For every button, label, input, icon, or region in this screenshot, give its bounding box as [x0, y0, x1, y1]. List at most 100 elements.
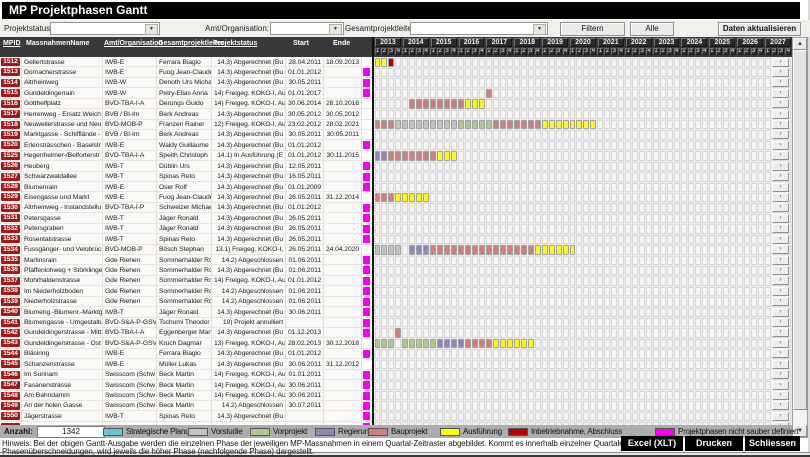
gantt-quarter-cell — [646, 88, 653, 99]
gantt-year-group — [653, 318, 681, 328]
row-detail-button[interactable]: › — [772, 286, 789, 296]
row-detail-button[interactable]: › — [772, 380, 789, 390]
chevron-down-icon[interactable]: ▼ — [329, 24, 342, 35]
phase-undefined-marker — [363, 276, 370, 285]
column-header-name[interactable]: MassnahmenName — [26, 40, 90, 47]
gantt-quarter-cell — [506, 57, 513, 67]
row-detail-button[interactable]: › — [772, 401, 789, 411]
gantt-quarter-cell — [764, 359, 771, 370]
gantt-quarter-cell — [653, 172, 660, 182]
gantt-quarter-cell — [736, 109, 743, 120]
gantt-quarter-cell — [708, 422, 715, 425]
gantt-quarter-cell — [757, 297, 764, 307]
table-row: 1549 An der holen Gasse Swisscom (Schw Beck… — [0, 400, 792, 412]
row-detail-button[interactable]: › — [772, 422, 789, 425]
gantt-quarter-cell — [416, 130, 423, 140]
row-detail-button[interactable]: › — [772, 109, 789, 119]
gantt-quarter-cell — [618, 88, 625, 99]
row-detail-button[interactable]: › — [772, 99, 789, 109]
row-detail-button[interactable]: › — [772, 203, 789, 213]
gantt-quarter-cell — [715, 349, 722, 359]
row-detail-button[interactable]: › — [772, 265, 789, 275]
column-header-mpid[interactable]: MPID — [3, 40, 21, 47]
row-detail-button[interactable]: › — [772, 213, 789, 223]
chevron-down-icon[interactable]: ▼ — [145, 24, 158, 35]
gantt-quarter-cell — [395, 130, 402, 140]
gantt-quarter-cell — [674, 307, 680, 318]
row-detail-button[interactable]: › — [772, 140, 789, 150]
row-detail-button[interactable]: › — [772, 411, 789, 421]
gantt-quarter-cell — [646, 234, 653, 245]
cell-massnahmenname: Im Surinam — [22, 369, 103, 381]
gantt-quarter-cell — [625, 328, 632, 338]
leiter-dropdown[interactable]: ▼ — [410, 22, 548, 35]
schliessen-button[interactable]: Schliessen — [745, 436, 800, 451]
row-detail-button[interactable]: › — [772, 370, 789, 380]
row-detail-button[interactable]: › — [772, 359, 789, 369]
vertical-scrollbar[interactable]: ▲ ▼ — [792, 37, 808, 438]
row-detail-button[interactable]: › — [772, 338, 789, 348]
quarter-header-cell: 4 — [562, 48, 569, 55]
row-detail-button[interactable]: › — [772, 224, 789, 234]
row-detail-button[interactable]: › — [772, 234, 789, 244]
row-detail-button[interactable]: › — [772, 307, 789, 317]
excel-button[interactable]: Excel (XLT) — [621, 436, 683, 451]
filtern-button[interactable]: Filtern — [560, 22, 625, 36]
gantt-quarter-cell — [660, 140, 667, 151]
row-detail-button[interactable]: › — [772, 172, 789, 182]
gantt-year-group — [485, 255, 513, 265]
gantt-row: › — [372, 317, 792, 328]
row-detail-button[interactable]: › — [772, 276, 789, 286]
column-header-org[interactable]: Amt/Organisation — [104, 40, 163, 47]
gantt-quarter-cell — [618, 161, 625, 172]
gantt-quarter-cell — [402, 297, 409, 307]
gantt-quarter-cell — [541, 286, 548, 297]
row-detail-button[interactable]: › — [772, 318, 789, 328]
row-detail-button[interactable]: › — [772, 297, 789, 307]
gantt-year-group — [430, 359, 458, 370]
projektstatus-dropdown[interactable]: ▼ — [50, 22, 160, 35]
row-detail-button[interactable]: › — [772, 255, 789, 265]
row-detail-button[interactable]: › — [772, 67, 789, 77]
row-detail-button[interactable]: › — [772, 130, 789, 140]
scroll-down-icon[interactable]: ▼ — [793, 425, 807, 437]
gantt-quarter-cell — [499, 370, 506, 380]
gantt-quarter-cell — [492, 78, 499, 88]
row-detail-button[interactable]: › — [772, 161, 789, 171]
row-detail-button[interactable]: › — [772, 151, 789, 161]
row-detail-button[interactable]: › — [772, 57, 789, 67]
gantt-year-group — [680, 328, 708, 338]
row-detail-button[interactable]: › — [772, 182, 789, 192]
gantt-quarter-cell — [534, 192, 541, 203]
daten-aktualisieren-button[interactable]: Daten aktualisieren — [718, 22, 801, 36]
scrollbar-thumb[interactable] — [793, 50, 807, 410]
scroll-up-icon[interactable]: ▲ — [793, 38, 807, 50]
gantt-quarter-cell — [409, 57, 416, 67]
gantt-quarter-cell — [458, 307, 465, 318]
cell-mpid: 1528 — [0, 182, 22, 193]
anzahl-value-field[interactable]: 1342 — [37, 426, 105, 438]
gantt-quarter-cell — [451, 130, 458, 140]
gantt-quarter-cell — [687, 99, 694, 109]
alle-button[interactable]: Alle — [630, 22, 674, 36]
row-detail-button[interactable]: › — [772, 328, 789, 338]
row-detail-button[interactable]: › — [772, 192, 789, 202]
column-header-leiter[interactable]: Gesamtprojektleiter — [158, 40, 224, 47]
drucken-button[interactable]: Drucken — [685, 436, 743, 451]
row-detail-button[interactable]: › — [772, 78, 789, 88]
gantt-phase-cell — [548, 245, 555, 255]
row-detail-button[interactable]: › — [772, 349, 789, 359]
cell-marker — [362, 421, 372, 425]
row-detail-button[interactable]: › — [772, 120, 789, 130]
cell-amt-organisation: BVB / BI-Im — [103, 109, 157, 120]
column-header-status[interactable]: Projektstatus — [213, 40, 258, 47]
year-header-cell: 2018 — [514, 38, 541, 47]
amt-dropdown[interactable]: ▼ — [270, 22, 344, 35]
row-detail-button[interactable]: › — [772, 88, 789, 98]
chevron-down-icon[interactable]: ▼ — [533, 24, 546, 35]
row-detail-button[interactable]: › — [772, 391, 789, 400]
gantt-quarter-cell — [729, 213, 736, 224]
row-detail-button[interactable]: › — [772, 245, 789, 255]
gantt-year-group — [708, 380, 736, 390]
gantt-quarter-cell — [416, 255, 423, 265]
